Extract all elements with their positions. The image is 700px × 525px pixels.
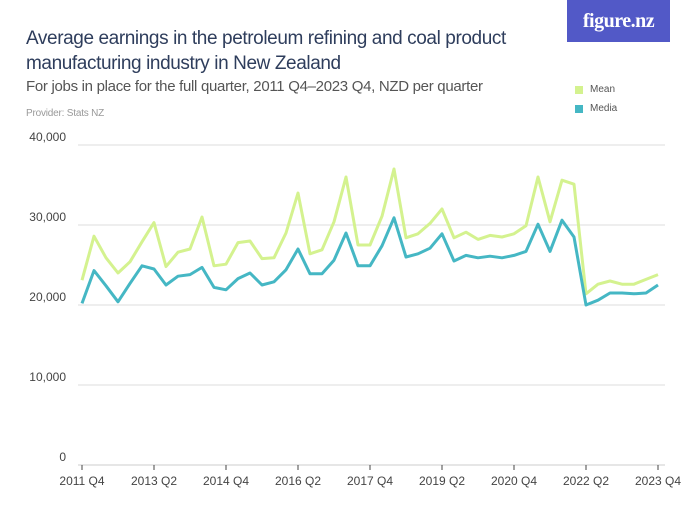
y-tick-label: 20,000 — [29, 290, 66, 304]
x-tick-label: 2013 Q2 — [131, 474, 177, 488]
legend-swatch-mean — [575, 85, 583, 94]
series-line-median — [80, 216, 659, 307]
series-line-mean — [80, 167, 659, 296]
x-tick-label: 2022 Q2 — [563, 474, 609, 488]
y-tick-label: 10,000 — [29, 370, 66, 384]
provider-label: Provider: Stats NZ — [26, 108, 105, 119]
y-tick-label: 40,000 — [29, 130, 66, 144]
x-tick-label: 2020 Q4 — [491, 474, 537, 488]
x-tick-label: 2019 Q2 — [419, 474, 465, 488]
figure-nz-logo[interactable]: figure.nz — [567, 0, 670, 42]
legend: Mean Media — [575, 80, 617, 118]
chart-subtitle: For jobs in place for the full quarter, … — [26, 78, 483, 95]
x-tick-label: 2023 Q4 — [635, 474, 681, 488]
x-tick-label: 2016 Q2 — [275, 474, 321, 488]
y-tick-label: 30,000 — [29, 210, 66, 224]
x-tick-label: 2014 Q4 — [203, 474, 249, 488]
legend-label: Media — [590, 103, 618, 114]
x-tick-label: 2011 Q4 — [59, 474, 104, 488]
legend-item-mean: Mean — [575, 80, 617, 99]
legend-label: Mean — [590, 84, 616, 95]
y-tick-label: 0 — [59, 450, 66, 464]
chart-title: Average earnings in the petroleum refini… — [26, 28, 506, 74]
legend-item-median: Media — [575, 99, 617, 118]
x-tick-label: 2017 Q4 — [347, 474, 393, 488]
legend-swatch-median — [575, 104, 583, 113]
